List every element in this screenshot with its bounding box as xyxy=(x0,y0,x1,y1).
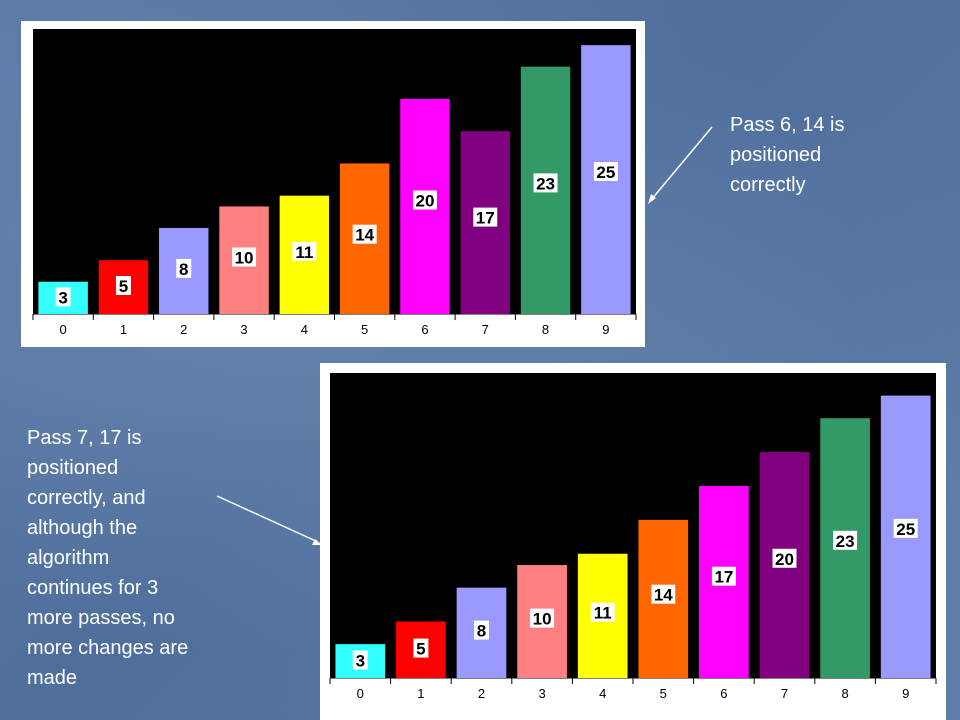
chart2-x-tick-label: 4 xyxy=(599,686,606,701)
chart1-data-label-box xyxy=(176,258,192,278)
chart2-data-label-box xyxy=(772,548,797,568)
pass-7-caption-line: Pass 7, 17 is xyxy=(27,427,142,449)
chart1-x-tick-label: 1 xyxy=(120,322,127,337)
chart1-x-tick-label: 0 xyxy=(60,322,67,337)
chart2-data-label-box xyxy=(893,518,918,538)
chart2-data-label-box xyxy=(833,530,858,550)
pass-7-caption-line: continues for 3 xyxy=(27,577,159,599)
pass-6-arrow-line xyxy=(650,126,713,201)
chart1-data-label: 14 xyxy=(355,226,374,245)
chart2-data-label: 5 xyxy=(416,640,425,659)
chart2-data-label: 17 xyxy=(714,568,733,587)
chart2-data-label: 3 xyxy=(356,652,365,671)
chart1-x-tick-label: 2 xyxy=(180,322,187,337)
chart1-x-tick-label: 4 xyxy=(301,322,308,337)
chart2-x-tick-label: 1 xyxy=(417,686,424,701)
chart1-data-label-box xyxy=(292,241,317,261)
chart1-data-label-box xyxy=(232,247,257,267)
bar-chart-pass-6-svg: 3 0 5 1 8 2 10 3 11 4 14 5 20 6 17 7 23 8 25 9 xyxy=(32,29,637,337)
pass-6-caption-line: correctly xyxy=(730,174,806,196)
bar-chart-pass-7: 3 0 5 1 8 2 10 3 11 4 14 5 17 6 20 7 23 8 25 9 xyxy=(320,363,946,720)
chart2-data-label-box xyxy=(590,602,615,622)
chart2-data-label: 23 xyxy=(836,532,855,551)
chart2-x-tick-label: 8 xyxy=(841,686,848,701)
chart2-data-label: 11 xyxy=(594,604,612,623)
chart2-x-tick-label: 6 xyxy=(720,686,727,701)
pass-7-arrow-head xyxy=(312,539,322,545)
chart2-data-label: 25 xyxy=(896,520,915,539)
pass-6-caption: Pass 6, 14 is positioned correctly xyxy=(730,110,930,200)
chart1-data-label: 5 xyxy=(119,277,128,296)
chart1-data-label-box xyxy=(352,224,377,244)
chart1-data-label: 20 xyxy=(415,192,434,211)
chart1-data-label: 17 xyxy=(476,209,495,228)
pass-7-caption-line: made xyxy=(27,667,78,689)
chart2-data-label: 10 xyxy=(533,610,552,629)
chart1-data-label: 8 xyxy=(179,260,188,279)
chart2-x-tick-label: 7 xyxy=(781,686,788,701)
chart2-data-label: 20 xyxy=(775,550,794,569)
bar-chart-pass-7-svg: 3 0 5 1 8 2 10 3 11 4 14 5 17 6 20 7 23 8 25 9 xyxy=(329,373,937,701)
pass-7-caption-line: correctly, and xyxy=(27,487,146,509)
chart1-x-tick-label: 6 xyxy=(421,322,428,337)
chart1-data-label: 3 xyxy=(58,288,67,307)
pass-7-caption-line: more changes are xyxy=(27,637,189,659)
chart2-data-label-box xyxy=(651,584,676,604)
pass-7-arrow-line xyxy=(216,495,319,543)
chart2-data-label: 14 xyxy=(654,586,673,605)
chart2-x-tick-label: 9 xyxy=(902,686,909,701)
chart2-x-tick-label: 3 xyxy=(538,686,545,701)
chart2-data-label-box xyxy=(352,650,368,670)
chart1-x-tick-label: 5 xyxy=(361,322,368,337)
chart2-data-label-box xyxy=(711,566,736,586)
chart1-x-tick-label: 7 xyxy=(482,322,489,337)
chart1-data-label-box xyxy=(115,276,131,295)
chart1-data-label: 25 xyxy=(596,163,615,182)
chart1-data-label-box xyxy=(412,190,437,210)
chart1-x-tick-label: 3 xyxy=(240,322,247,337)
chart2-x-tick-label: 5 xyxy=(660,686,667,701)
chart2-x-tick-label: 2 xyxy=(478,686,485,701)
chart1-data-label-box xyxy=(473,207,498,227)
chart1-data-label: 11 xyxy=(295,243,313,262)
pass-6-caption-line: Pass 6, 14 is xyxy=(730,114,845,136)
chart1-data-label-box xyxy=(533,173,558,193)
chart2-data-label-box xyxy=(474,620,489,640)
pass-6-caption-line: positioned xyxy=(730,144,822,166)
chart1-x-tick-label: 8 xyxy=(542,322,549,337)
pass-7-caption-line: positioned xyxy=(27,457,119,479)
bar-chart-pass-6: 3 0 5 1 8 2 10 3 11 4 14 5 20 6 17 7 23 8 25 9 xyxy=(21,21,645,347)
pass-7-caption: Pass 7, 17 is positioned correctly, and … xyxy=(27,423,267,693)
pass-7-caption-line: algorithm xyxy=(27,547,110,569)
chart1-data-label: 23 xyxy=(536,174,555,193)
chart2-data-label: 8 xyxy=(477,622,486,641)
chart2-data-label-box xyxy=(413,638,429,658)
chart1-x-tick-label: 9 xyxy=(602,322,609,337)
chart1-data-label-box xyxy=(55,287,71,307)
chart2-x-tick-label: 0 xyxy=(357,686,364,701)
chart1-data-label: 10 xyxy=(235,249,254,268)
pass-7-caption-line: more passes, no xyxy=(27,607,175,629)
chart1-data-label-box xyxy=(593,162,618,181)
chart2-data-label-box xyxy=(530,608,555,628)
pass-6-arrow-head xyxy=(648,194,656,204)
pass-7-caption-line: although the xyxy=(27,517,138,539)
